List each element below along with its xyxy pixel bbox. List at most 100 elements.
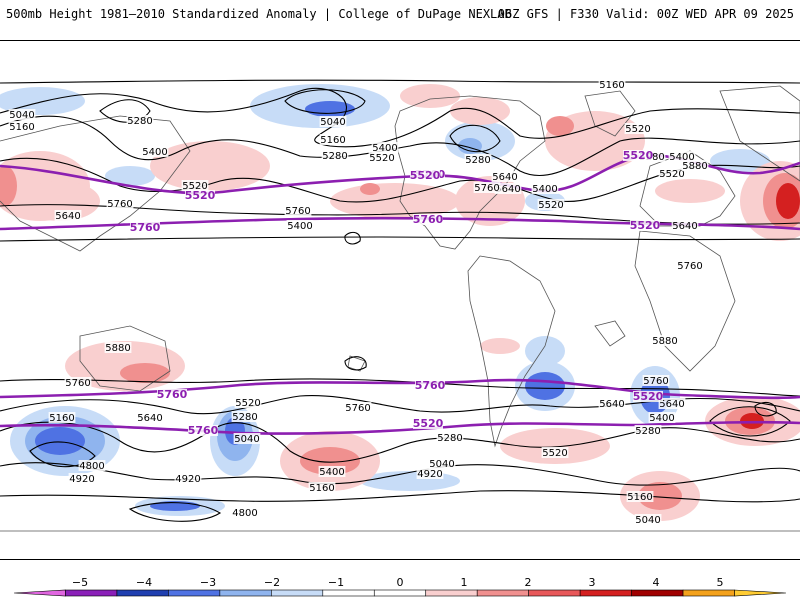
sh-contour-label-bg (648, 412, 676, 423)
sh-contour-label-bg (651, 335, 679, 346)
nh-contour-label: 5400 (669, 152, 694, 163)
sh-contour-label: 5280 (635, 426, 660, 437)
sh-contour-label: 5760 (345, 403, 370, 414)
colorbar-high-arrow (734, 589, 787, 597)
nh-contour-label: 5160 (599, 80, 624, 91)
model-run-info: 06Z GFS | F330 Valid: 00Z WED APR 09 202… (497, 7, 794, 21)
reference-contour-label: 5520 (413, 417, 444, 430)
colorbar-swatch (168, 589, 221, 597)
nh-contour-label-bg (106, 198, 134, 209)
nh-contour-label: 5640 (55, 211, 80, 222)
sh-contour-labels: 5880 5760 5640 5160 4800 4920 5520 5280 5040 5760… (48, 335, 686, 526)
nh-contour-label-bg (671, 220, 699, 231)
reference-contour-label-bg (413, 214, 443, 225)
sh-contour-label-bg (308, 482, 336, 493)
nh-contour-label-bg (494, 183, 522, 194)
colorbar (0, 568, 800, 600)
sh-contour-label-bg (634, 514, 662, 525)
colorbar-swatch (65, 589, 118, 597)
colorbar-tick-label: 5 (716, 576, 724, 589)
sh-contour-label: 5640 (599, 399, 624, 410)
reference-contour-label-bg (410, 170, 440, 181)
nh-contour-label-bg (141, 146, 169, 157)
nh-contour-label: 5760 (474, 183, 499, 194)
colorbar-swatch (116, 589, 169, 597)
reference-contour-label: 5520 (185, 189, 216, 202)
sh-contour-label-bg (174, 473, 202, 484)
sh-contour-label: 5400 (649, 413, 674, 424)
sh-contour-label: 4800 (79, 461, 104, 472)
sh-contour-label: 4920 (69, 474, 94, 485)
sh-contour-label-bg (428, 458, 456, 469)
nh-contour-label-bg (473, 182, 501, 193)
colorbar-low-arrow (13, 589, 66, 597)
nh-contour-label: 5400 (287, 221, 312, 232)
sh-contour-label-bg (541, 447, 569, 458)
colorbar-swatch (425, 589, 478, 597)
colorbar-tick-label: 0 (396, 576, 404, 589)
nh-contour-label: 5520 (369, 153, 394, 164)
nh-contour-label-bg (286, 220, 314, 231)
reference-contour-label-bg (633, 391, 663, 402)
anomaly-map[interactable]: 5160 5040 5160 5280 5400 5040 5160 5280 5400 5520… (0, 40, 800, 560)
nh-contour-label: 5280 (465, 155, 490, 166)
sh-contour-label: 5520 (542, 448, 567, 459)
reference-contour-label: 5520 (410, 169, 441, 182)
colorbar-tick-label: −3 (199, 576, 217, 589)
nh-contour-label: 5040 (9, 110, 34, 121)
nh-contour-label-bg (368, 152, 396, 163)
sh-contour-label-bg (231, 411, 259, 422)
nh-contour-label: 5160 (9, 122, 34, 133)
colorbar-tick-label: −4 (135, 576, 153, 589)
reference-contour-label-bg (130, 222, 160, 233)
nh-contour-labels: 5160504051605280540050405160528054005520… (8, 79, 709, 272)
nh-contour-label-bg (537, 199, 565, 210)
nh-contour-label: 5520 (182, 181, 207, 192)
colorbar-tick-label: 2 (524, 576, 532, 589)
sh-contour-label-bg (634, 425, 662, 436)
sh-contour-label: 5040 (234, 434, 259, 445)
reference-contour-label-bg (630, 220, 660, 231)
sh-contour-label-bg (416, 468, 444, 479)
sh-contour-label-bg (344, 402, 372, 413)
colorbar-tick-label: −5 (71, 576, 89, 589)
reference-contour-label-bg (413, 418, 443, 429)
nh-contour-label-bg (321, 150, 349, 161)
nh-contour-label: 5520 (538, 200, 563, 211)
sh-contour-label-bg (598, 398, 626, 409)
reference-contour-label: 5760 (415, 379, 446, 392)
sh-contour-label-bg (233, 433, 261, 444)
nh-contour-label: 5160 (320, 135, 345, 146)
sh-contour-label: 5160 (309, 483, 334, 494)
sh-contour-label-bg (64, 377, 92, 388)
colorbar-swatch (322, 589, 375, 597)
nh-contour-label-bg (371, 142, 399, 153)
sh-contour-label: 5280 (437, 433, 462, 444)
nh-contour-label: 5400 (142, 147, 167, 158)
colorbar-tick-label: −1 (327, 576, 345, 589)
nh-contour-label-bg (531, 183, 559, 194)
nh-contour-label: 5640 (495, 184, 520, 195)
nh-contour-label-bg (54, 210, 82, 221)
sh-contour-label: 5160 (49, 413, 74, 424)
sh-contour-label: 5280 (232, 412, 257, 423)
sh-contour-label-bg (436, 432, 464, 443)
colorbar-swatch (528, 589, 581, 597)
reference-contour-label: 5520 (630, 219, 661, 232)
map-title: 500mb Height 1981–2010 Standardized Anom… (6, 7, 512, 21)
nh-contour-label-bg (284, 205, 312, 216)
nh-contour-label-bg (681, 160, 709, 171)
sh-contour-label-bg (104, 342, 132, 353)
nh-contour-label-bg (668, 151, 696, 162)
sh-contour-label-bg (234, 397, 262, 408)
sh-contour-label: 5880 (105, 343, 130, 354)
colorbar-tick-label: 1 (460, 576, 468, 589)
nh-contour-label-bg (464, 154, 492, 165)
sh-contour-label: 5880 (652, 336, 677, 347)
sh-contour-label: 4800 (232, 508, 257, 519)
height-contours (0, 79, 800, 522)
reference-contour-label: 5760 (130, 221, 161, 234)
colorbar-swatch (219, 589, 272, 597)
nh-contour-label: 5280 (322, 151, 347, 162)
sh-contour-label: 5040 (429, 459, 454, 470)
